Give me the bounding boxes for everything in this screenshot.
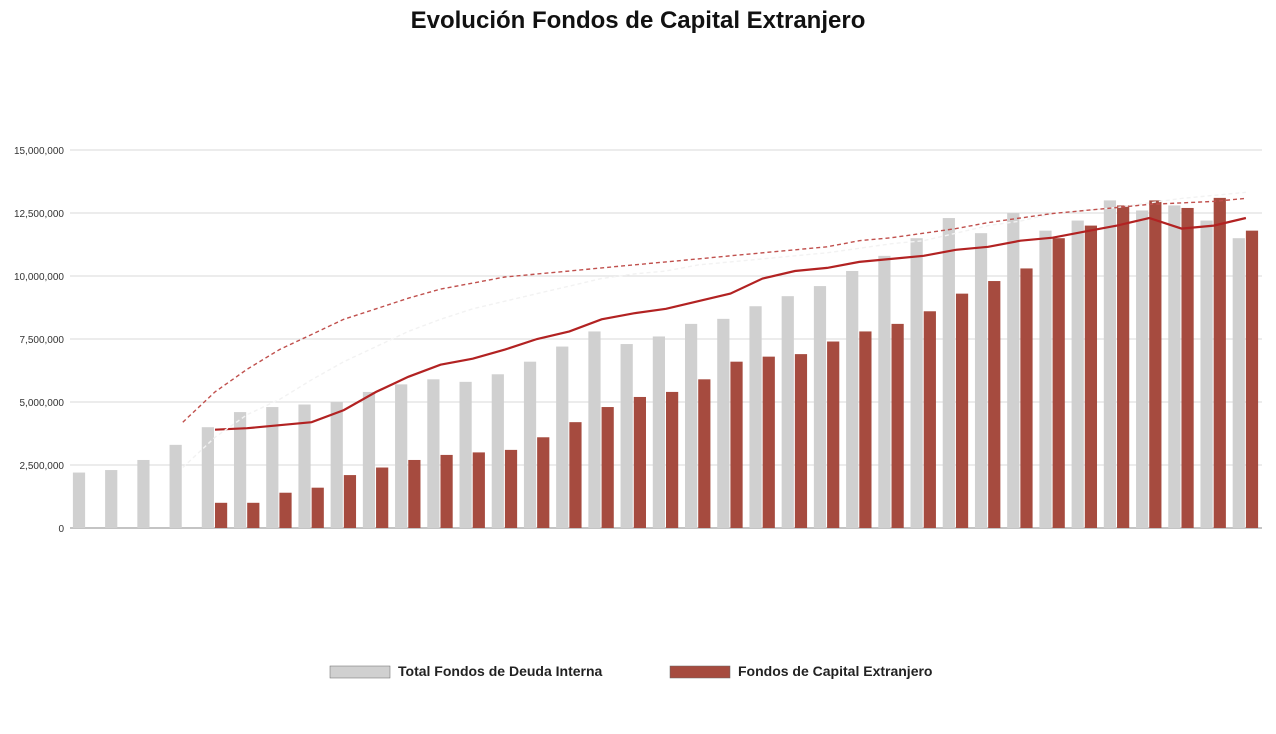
bar-deuda-interna: [427, 379, 440, 528]
bar-capital-extranjero: [730, 361, 743, 528]
bar-capital-extranjero: [537, 437, 550, 528]
bar-capital-extranjero: [698, 379, 711, 528]
bar-deuda-interna: [523, 361, 537, 528]
y-tick-label: 10,000,000: [14, 272, 64, 283]
bar-deuda-interna: [266, 407, 279, 528]
bar-capital-extranjero: [311, 487, 324, 528]
bar-deuda-interna: [942, 218, 955, 529]
bar-deuda-interna: [685, 323, 698, 528]
bar-deuda-interna: [620, 344, 633, 528]
bar-deuda-interna: [169, 444, 182, 528]
bar-deuda-interna: [846, 270, 859, 528]
y-tick-label: 7,500,000: [20, 335, 65, 346]
bar-capital-extranjero: [859, 331, 872, 528]
bar-deuda-interna: [749, 306, 762, 528]
y-tick-label: 5,000,000: [20, 398, 65, 409]
bar-capital-extranjero: [633, 396, 646, 528]
bar-deuda-interna: [330, 402, 343, 528]
y-axis: 0 2,500,000 5,000,000 7,500,000 10,000,000 12…: [14, 146, 65, 535]
bar-deuda-interna: [491, 374, 504, 528]
bar-layer: [72, 197, 1259, 529]
line-series-1: [214, 216, 1247, 431]
bar-capital-extranjero: [1052, 238, 1065, 528]
bar-deuda-interna: [556, 346, 569, 528]
bar-capital-extranjero: [1213, 197, 1226, 528]
bar-capital-extranjero: [923, 311, 936, 528]
bar-capital-extranjero: [472, 452, 485, 528]
bar-deuda-interna: [459, 381, 472, 528]
bar-capital-extranjero: [1181, 207, 1194, 528]
bar-deuda-interna: [1168, 205, 1181, 528]
bar-deuda-interna: [910, 238, 923, 528]
bar-capital-extranjero: [666, 391, 679, 528]
bar-capital-extranjero: [794, 354, 808, 528]
bar-capital-extranjero: [343, 475, 357, 528]
bar-capital-extranjero: [279, 492, 292, 528]
bar-deuda-interna: [588, 331, 601, 528]
legend: Total Fondos de Deuda Interna Fondos de C…: [329, 663, 932, 679]
bar-capital-extranjero: [1020, 268, 1033, 528]
bar-capital-extranjero: [376, 467, 389, 528]
chart-title: Evolución Fondos de Capital Extranjero: [411, 7, 866, 34]
bar-deuda-interna: [298, 404, 311, 528]
bar-capital-extranjero: [762, 356, 775, 528]
bar-deuda-interna: [201, 427, 214, 528]
line-series-3: [182, 197, 1246, 423]
bar-capital-extranjero: [1117, 205, 1130, 528]
bar-deuda-interna: [1039, 230, 1052, 528]
y-tick-label: 12,500,000: [14, 209, 64, 220]
bar-deuda-interna: [781, 296, 794, 528]
bar-deuda-interna: [1071, 220, 1084, 528]
bar-capital-extranjero: [891, 323, 904, 528]
bar-capital-extranjero: [1149, 200, 1162, 528]
bar-deuda-interna: [395, 384, 408, 528]
bar-deuda-interna: [652, 336, 665, 528]
bar-deuda-interna: [362, 391, 376, 528]
y-tick-label: 2,500,000: [20, 461, 65, 472]
bar-capital-extranjero: [408, 459, 421, 528]
bar-capital-extranjero: [988, 281, 1001, 528]
bar-deuda-interna: [974, 233, 988, 528]
bar-deuda-interna: [233, 412, 247, 528]
bar-deuda-interna: [1200, 220, 1213, 528]
legend-swatch: [669, 665, 731, 679]
legend-label: Fondos de Capital Extranjero: [738, 663, 932, 679]
bar-deuda-interna: [1136, 210, 1149, 529]
bar-deuda-interna: [72, 472, 86, 528]
bar-capital-extranjero: [440, 454, 453, 528]
bar-deuda-interna: [105, 470, 118, 528]
legend-swatch: [329, 665, 391, 679]
bar-capital-extranjero: [1245, 230, 1259, 528]
bar-capital-extranjero: [247, 502, 260, 528]
bar-capital-extranjero: [955, 293, 969, 528]
bar-deuda-interna: [1232, 238, 1245, 528]
legend-label: Total Fondos de Deuda Interna: [398, 663, 603, 679]
y-tick-label: 0: [58, 524, 64, 535]
bar-deuda-interna: [1103, 200, 1117, 528]
bar-capital-extranjero: [1084, 225, 1098, 528]
bar-capital-extranjero: [601, 407, 614, 528]
bar-deuda-interna: [1007, 213, 1020, 528]
bar-deuda-interna: [717, 318, 730, 528]
bar-deuda-interna: [813, 286, 827, 528]
bar-deuda-interna: [137, 459, 150, 528]
bar-capital-extranjero: [827, 341, 840, 528]
bar-capital-extranjero: [569, 422, 582, 528]
bar-deuda-interna: [878, 255, 891, 528]
bar-capital-extranjero: [214, 502, 228, 528]
y-tick-label: 15,000,000: [14, 146, 64, 157]
line-layer: [182, 191, 1247, 469]
bar-capital-extranjero: [504, 449, 518, 528]
